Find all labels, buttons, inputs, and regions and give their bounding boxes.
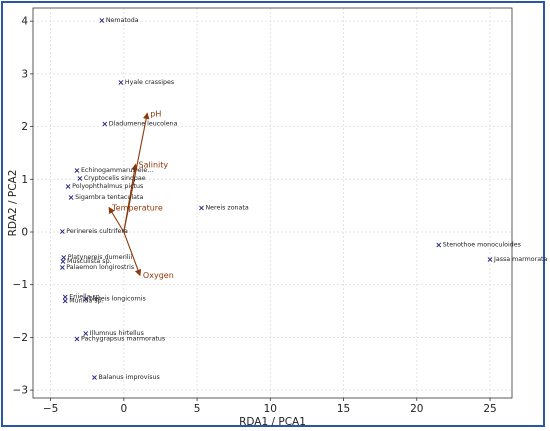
species-marker: × bbox=[62, 297, 69, 306]
x-tick-label: 5 bbox=[194, 403, 201, 415]
x-tick-label: 10 bbox=[264, 403, 277, 415]
env-vector-label: pH bbox=[150, 109, 161, 118]
species-label: Echinogammarus ele... bbox=[81, 167, 153, 174]
x-tick-label: 0 bbox=[120, 403, 127, 415]
y-tick-label: 4 bbox=[21, 16, 28, 28]
species-label: Musculista sp. bbox=[67, 258, 112, 265]
species-marker: × bbox=[68, 193, 75, 202]
species-label: Nereis zonata bbox=[205, 205, 248, 212]
species-marker: × bbox=[74, 166, 81, 175]
environmental-vectors: pH Salinity Temperature Oxygen bbox=[108, 109, 174, 280]
env-vector-label: Oxygen bbox=[143, 271, 174, 280]
species-marker: × bbox=[60, 253, 67, 262]
species-marker: × bbox=[74, 334, 81, 343]
species-marker: × bbox=[435, 241, 442, 250]
species-marker: × bbox=[487, 255, 494, 264]
species-label: Nereis longicornis bbox=[90, 295, 146, 302]
species-label: Platynereis dumerilii bbox=[68, 254, 133, 261]
grid bbox=[33, 8, 512, 398]
species-points: × Nematoda× Hyale crassipes× Dladumene leuc… bbox=[59, 16, 548, 382]
y-tick-label: −1 bbox=[13, 279, 28, 291]
species-label: Polyophthalmus pictus bbox=[72, 183, 143, 190]
species-label: Stenothoe monoculoides bbox=[443, 242, 521, 249]
y-tick-label: −3 bbox=[13, 385, 28, 397]
species-label: Illumnus hirtellus bbox=[90, 330, 144, 337]
species-label: Dladumene leucolena bbox=[109, 120, 178, 127]
species-marker: × bbox=[101, 119, 108, 128]
species-marker: × bbox=[77, 174, 84, 183]
species-marker: × bbox=[82, 294, 89, 303]
species-marker: × bbox=[65, 182, 72, 191]
env-vector-arrow bbox=[108, 206, 125, 233]
x-axis-label: RDA1 / PCA1 bbox=[239, 416, 306, 428]
species-marker: × bbox=[118, 78, 125, 87]
x-tick-label: 20 bbox=[410, 403, 423, 415]
x-tick-label: −5 bbox=[43, 403, 58, 415]
y-tick-label: 1 bbox=[21, 174, 28, 186]
species-label: Balanus improvisus bbox=[99, 374, 160, 381]
env-vector-label: Temperature bbox=[111, 204, 163, 213]
species-marker: × bbox=[60, 257, 67, 266]
y-axis-label: RDA2 / PCA2 bbox=[7, 170, 19, 237]
species-marker: × bbox=[91, 373, 98, 382]
y-tick-label: 3 bbox=[21, 68, 28, 80]
chart-frame bbox=[1, 1, 545, 427]
species-label: Perinereis cultrifera bbox=[66, 228, 128, 235]
species-label: Nematoda bbox=[106, 17, 139, 24]
env-vector-arrow bbox=[123, 163, 138, 233]
species-marker: × bbox=[59, 263, 66, 272]
axis-ticks: −5 0 5 10 15 20 25 −3 −2 −1 0 1 2 3 4 bbox=[13, 16, 497, 415]
species-label: Hyale crassipes bbox=[125, 79, 174, 86]
species-marker: × bbox=[98, 16, 105, 25]
env-vector-arrow bbox=[123, 231, 142, 277]
species-label: Eriiella sp. bbox=[69, 293, 102, 300]
x-tick-label: 15 bbox=[337, 403, 350, 415]
species-marker: × bbox=[59, 227, 66, 236]
species-label: Pachygrapsus marmoratus bbox=[81, 335, 165, 342]
x-tick-label: 25 bbox=[483, 403, 496, 415]
y-tick-label: −2 bbox=[13, 332, 28, 344]
species-label: Cryptocelis sinopae bbox=[84, 175, 146, 182]
species-marker: × bbox=[198, 204, 205, 213]
plot-area-border bbox=[32, 7, 513, 399]
species-marker: × bbox=[62, 292, 69, 301]
y-tick-label: 0 bbox=[21, 226, 28, 238]
species-label: Munida sp. bbox=[69, 298, 103, 305]
env-vector-label: Salinity bbox=[139, 161, 169, 170]
species-label: Sigambra tentaculata bbox=[75, 194, 143, 201]
species-label: Jassa marmorata bbox=[493, 256, 548, 263]
y-tick-label: 2 bbox=[21, 121, 28, 133]
species-label: Palaemon longirostris bbox=[66, 264, 134, 271]
species-marker: × bbox=[82, 329, 89, 338]
